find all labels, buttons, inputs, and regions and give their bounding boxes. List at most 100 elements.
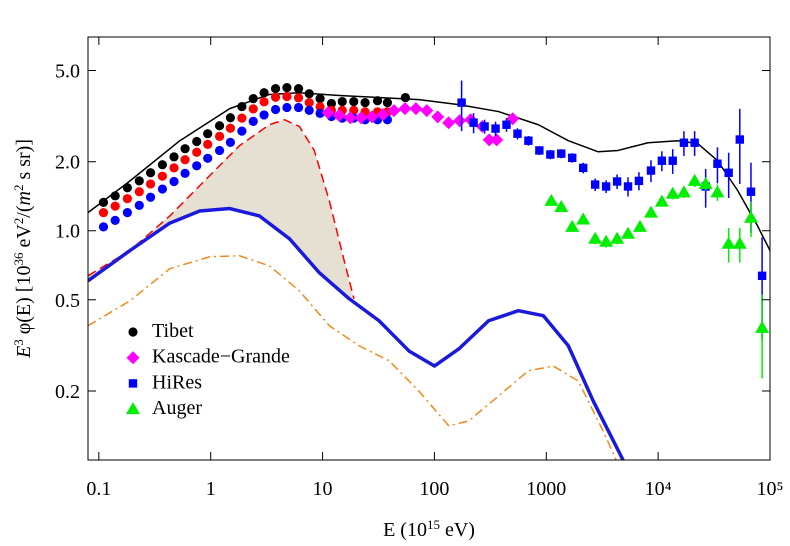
data-point	[134, 200, 144, 210]
data-point	[304, 105, 314, 115]
data-point	[225, 123, 235, 133]
x-tick-label: 100	[419, 478, 449, 500]
data-point	[721, 236, 736, 249]
data-point	[610, 231, 625, 244]
data-point	[315, 94, 325, 104]
data-point	[315, 108, 325, 118]
data-point	[145, 192, 156, 202]
data-point	[134, 176, 144, 186]
data-point	[743, 210, 758, 223]
y-tick-label: 2.0	[55, 152, 80, 174]
data-point	[293, 102, 304, 113]
label-part: 2	[11, 185, 26, 192]
data-point	[643, 205, 658, 218]
data-point	[337, 96, 347, 107]
plot-frame	[87, 36, 771, 461]
data-point	[214, 145, 225, 156]
data-point	[110, 201, 120, 211]
data-point	[469, 118, 478, 127]
data-point	[710, 185, 725, 198]
label-part: E (10	[383, 519, 427, 541]
data-point	[724, 168, 733, 177]
legend-label: Kascade−Grande	[152, 346, 290, 368]
data-point	[169, 163, 179, 173]
data-point	[98, 207, 109, 218]
data-point	[735, 135, 744, 144]
data-point	[270, 92, 281, 102]
data-point	[576, 212, 591, 225]
data-point	[237, 113, 247, 123]
x-tick-label: 1000	[526, 478, 566, 500]
data-point	[676, 185, 691, 198]
data-point	[382, 98, 393, 108]
data-point	[270, 104, 281, 115]
data-point	[225, 137, 235, 147]
data-point	[259, 97, 269, 107]
x-tick-label: 1	[206, 478, 216, 500]
x-tick-label: 10⁵	[757, 478, 784, 500]
data-point	[482, 133, 496, 147]
legend-marker	[126, 351, 140, 365]
data-point	[698, 176, 713, 189]
data-point	[332, 109, 346, 123]
data-point	[634, 176, 644, 186]
data-point	[343, 111, 357, 125]
data-point	[524, 136, 533, 145]
data-point	[122, 183, 132, 193]
data-point	[214, 131, 225, 141]
data-point	[157, 160, 167, 170]
label-part: φ(E) [10	[13, 266, 35, 340]
data-point	[457, 98, 466, 107]
data-point	[282, 83, 292, 93]
data-point	[354, 111, 368, 125]
data-point	[304, 98, 314, 108]
data-point	[513, 129, 522, 138]
data-point	[657, 156, 667, 165]
data-point	[502, 120, 511, 129]
data-point	[203, 139, 213, 150]
data-point	[169, 152, 179, 162]
data-point	[491, 124, 500, 133]
data-point	[282, 102, 292, 113]
data-point	[157, 171, 167, 181]
data-point	[387, 104, 401, 118]
data-point	[134, 187, 144, 197]
data-point	[315, 102, 325, 112]
data-point	[270, 83, 281, 94]
data-point	[98, 222, 109, 232]
data-point	[360, 98, 370, 108]
data-point	[293, 83, 304, 94]
y-tick-label: 0.5	[55, 290, 80, 312]
data-point	[214, 121, 225, 131]
data-point	[453, 114, 467, 128]
data-point	[192, 161, 202, 171]
data-point	[180, 144, 190, 154]
data-point	[203, 153, 213, 163]
data-point	[122, 194, 132, 204]
data-point	[578, 163, 588, 173]
data-point	[372, 96, 383, 106]
legend-marker	[126, 402, 140, 415]
data-point	[442, 116, 456, 130]
data-point	[248, 116, 258, 126]
data-point	[713, 159, 722, 168]
data-point	[568, 153, 577, 163]
data-point	[259, 88, 269, 98]
data-point	[480, 122, 489, 131]
data-point	[665, 186, 680, 199]
data-point	[180, 155, 190, 165]
legend-label: Tibet	[152, 320, 194, 342]
data-point	[755, 320, 770, 333]
data-point	[565, 219, 580, 232]
data-point	[687, 173, 702, 186]
data-point	[757, 271, 767, 281]
data-point	[98, 197, 109, 207]
label-part: s sr)]	[13, 139, 35, 185]
x-tick-label: 10⁴	[645, 478, 672, 500]
y-tick-label: 1.0	[55, 221, 80, 243]
label-part: 3	[11, 339, 26, 346]
y-tick-label: 0.2	[55, 381, 80, 403]
data-point	[599, 234, 614, 247]
data-point	[546, 150, 555, 159]
plot-area	[88, 80, 770, 460]
